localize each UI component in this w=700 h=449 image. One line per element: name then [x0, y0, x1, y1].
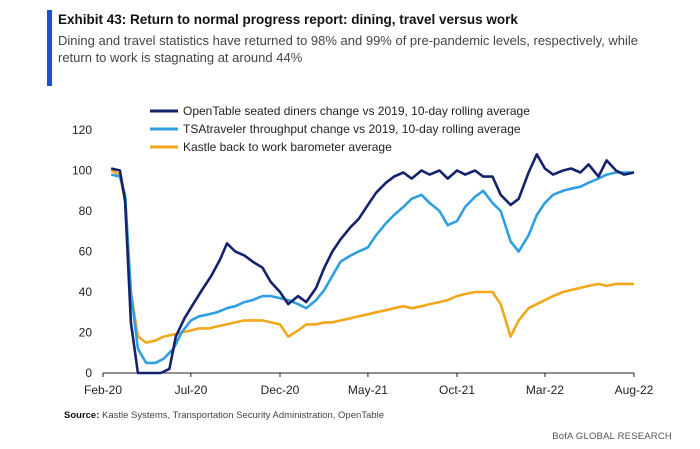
x-tick-label: Oct-21: [439, 383, 475, 397]
chart-series: [110, 153, 635, 375]
brand-footer: BofA GLOBAL RESEARCH: [552, 431, 672, 442]
series-line: [110, 171, 634, 365]
exhibit-accent-bar: [47, 10, 52, 86]
y-tick-label: 20: [79, 326, 93, 340]
exhibit-title: Exhibit 43: Return to normal progress re…: [58, 12, 518, 27]
chart-legend: OpenTable seated diners change vs 2019, …: [150, 104, 530, 154]
legend-label: Kastle back to work barometer average: [183, 140, 392, 154]
y-tick-label: 0: [85, 366, 92, 380]
source-label: Source:: [64, 410, 100, 421]
series-line: [110, 169, 634, 344]
y-tick-label: 120: [72, 123, 92, 137]
y-tick-label: 100: [72, 164, 92, 178]
y-tick-label: 40: [79, 285, 93, 299]
exhibit-subtitle: Dining and travel statistics have return…: [58, 33, 639, 65]
x-tick-label: Feb-20: [84, 383, 122, 397]
source-text: Kastle Systems, Transportation Security …: [99, 410, 384, 421]
y-tick-label: 60: [79, 245, 93, 259]
x-tick-label: Mar-22: [526, 383, 564, 397]
x-tick-label: Jul-20: [175, 383, 208, 397]
legend-label: TSAtraveler throughput change vs 2019, 1…: [183, 122, 521, 136]
series-line: [110, 153, 635, 375]
legend-label: OpenTable seated diners change vs 2019, …: [183, 104, 530, 118]
chart-axes: 0 20 40 60 80 100 120 Feb-20 Jul-20 Dec-20 May-21 O…: [72, 123, 654, 397]
source-note: Source: Kastle Systems, Transportation S…: [64, 410, 384, 421]
x-tick-label: Aug-22: [615, 383, 654, 397]
x-tick-label: Dec-20: [261, 383, 300, 397]
y-tick-label: 80: [79, 204, 93, 218]
x-tick-label: May-21: [348, 383, 388, 397]
